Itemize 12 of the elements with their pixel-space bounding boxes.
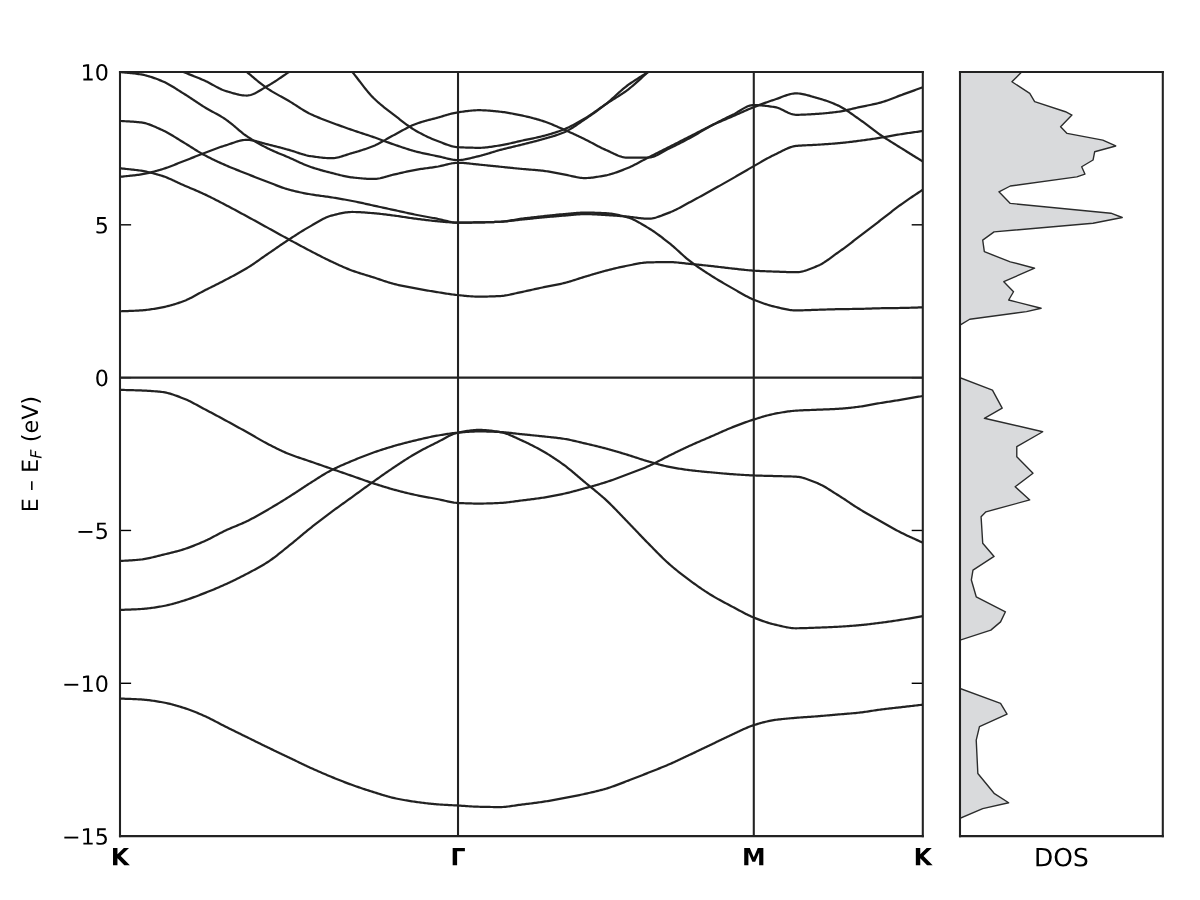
y-tick-label: −5 xyxy=(78,522,107,540)
y-tick-label: −15 xyxy=(64,828,107,845)
y-tick-label: −10 xyxy=(64,675,108,693)
x-tick-label: K xyxy=(915,847,933,866)
y-tick-label: 5 xyxy=(96,217,107,234)
y-axis-title: E – E$_{F}$ (eV) xyxy=(21,397,42,511)
y-tick-label: 0 xyxy=(96,369,108,387)
x-tick-label: Γ xyxy=(452,847,465,866)
y-tick-label: 10 xyxy=(83,63,108,81)
x-tick-label: K xyxy=(113,847,130,866)
x-tick-label: M xyxy=(744,847,764,866)
x-axis-title: DOS xyxy=(1036,847,1088,867)
